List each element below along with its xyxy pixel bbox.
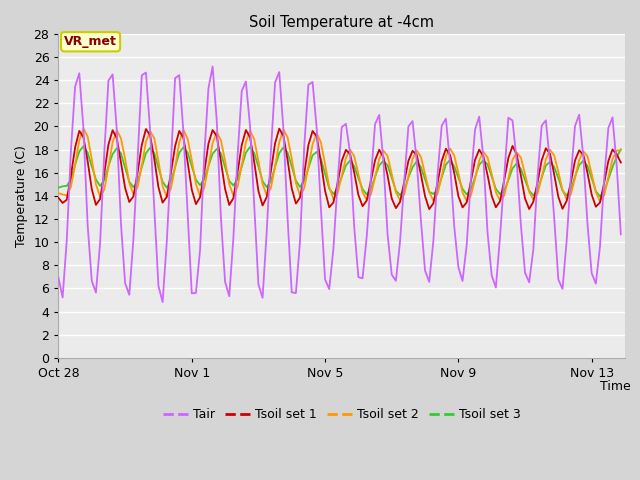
X-axis label: Time: Time bbox=[600, 381, 630, 394]
Title: Soil Temperature at -4cm: Soil Temperature at -4cm bbox=[249, 15, 434, 30]
Legend: Tair, Tsoil set 1, Tsoil set 2, Tsoil set 3: Tair, Tsoil set 1, Tsoil set 2, Tsoil se… bbox=[158, 403, 525, 426]
Text: VR_met: VR_met bbox=[64, 35, 117, 48]
Y-axis label: Temperature (C): Temperature (C) bbox=[15, 145, 28, 247]
